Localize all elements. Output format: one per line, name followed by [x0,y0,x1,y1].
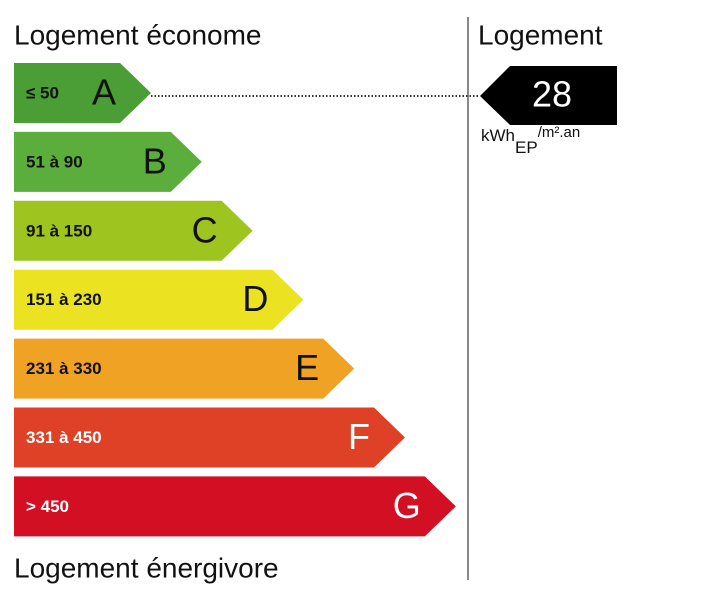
class-range: 91 à 150 [26,221,92,240]
header-left: Logement économe [14,19,262,50]
class-letter: B [143,140,167,181]
class-bar [14,200,253,261]
class-letter: E [295,347,319,388]
class-bar [14,338,355,399]
class-bar [14,476,456,537]
unit-sub: EP [515,138,538,157]
class-bar [14,407,405,468]
header-right: Logement [478,19,603,50]
class-letter: F [348,416,370,457]
class-bar [14,269,304,330]
class-bar [14,63,151,123]
class-bar [14,131,202,192]
classes: ≤ 50 A 51 à 90 B 91 à 150 C 151 à 230 D 231 à 33… [14,63,456,537]
class-range: ≤ 50 [26,83,59,102]
class-letter: D [242,278,268,319]
unit-tail: /m².an [538,124,581,141]
class-letter: G [393,485,421,526]
unit: kWh [481,126,515,145]
class-range: > 450 [26,497,69,516]
class-range: 151 à 230 [26,290,102,309]
indicator-unit: kWhEP/m².an [481,124,580,158]
indicator-arrow [480,66,617,125]
class-range: 51 à 90 [26,152,83,171]
footer: Logement énergivore [14,552,279,583]
indicator-value: 28 [532,74,572,115]
class-range: 231 à 330 [26,359,102,378]
class-letter: C [192,209,218,250]
class-range: 331 à 450 [26,428,102,447]
class-letter: A [92,72,116,113]
